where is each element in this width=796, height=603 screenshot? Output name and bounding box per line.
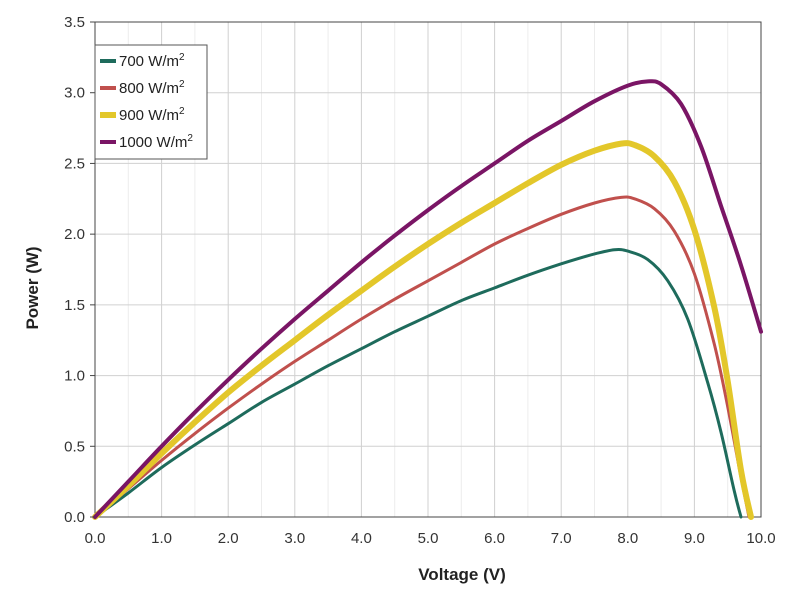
x-tick-label: 4.0: [351, 530, 372, 547]
x-tick-label: 2.0: [218, 530, 239, 547]
series-line-4: [93, 79, 763, 519]
y-tick-label: 1.0: [64, 368, 85, 385]
y-tick-label: 1.5: [64, 297, 85, 314]
y-tick-label: 3.5: [64, 14, 85, 31]
legend-superscript: 2: [179, 52, 185, 63]
legend-label: 800 W/m2: [119, 79, 185, 97]
y-tick-label: 2.5: [64, 155, 85, 172]
legend: 700 W/m2 800 W/m2 900 W/m2 1000 W/m2: [94, 44, 208, 160]
x-tick-label: 10.0: [746, 530, 775, 547]
x-tick-label: 9.0: [684, 530, 705, 547]
y-axis-ticks: 0.0 0.5 1.0 1.5 2.0 2.5 3.0 3.5: [64, 14, 95, 526]
legend-superscript: 2: [179, 79, 185, 90]
x-tick-label: 7.0: [551, 530, 572, 547]
legend-superscript: 2: [179, 106, 185, 117]
legend-label: 1000 W/m2: [119, 133, 193, 151]
x-tick-label: 3.0: [284, 530, 305, 547]
x-tick-label: 5.0: [418, 530, 439, 547]
series-group: [92, 79, 763, 520]
y-tick-label: 0.0: [64, 509, 85, 526]
x-tick-label: 6.0: [484, 530, 505, 547]
x-axis-ticks: 0.0 1.0 2.0 3.0 4.0 5.0 6.0 7.0 8.0 9.0 10.0: [85, 530, 776, 547]
series-line-2: [93, 195, 751, 519]
x-tick-label: 1.0: [151, 530, 172, 547]
legend-label: 700 W/m2: [119, 52, 185, 70]
legend-superscript: 2: [187, 133, 193, 144]
y-tick-label: 0.5: [64, 438, 85, 455]
y-tick-label: 3.0: [64, 85, 85, 102]
series-line-3: [92, 140, 754, 520]
legend-label: 900 W/m2: [119, 106, 185, 124]
x-axis-label: Voltage (V): [418, 565, 506, 584]
plot-area: [94, 21, 762, 518]
x-tick-label: 8.0: [617, 530, 638, 547]
series-line-1: [93, 247, 743, 519]
y-axis-label: Power (W): [23, 246, 42, 329]
x-tick-label: 0.0: [85, 530, 106, 547]
y-tick-label: 2.0: [64, 226, 85, 243]
